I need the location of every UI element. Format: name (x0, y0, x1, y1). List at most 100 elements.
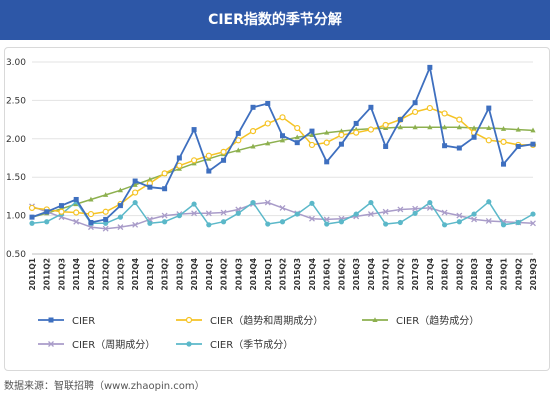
legend-label: CIER（趋势成分） (396, 314, 479, 327)
series-line (31, 107, 533, 215)
data-point (147, 176, 153, 182)
y-tick-label: 3.00 (6, 58, 26, 68)
data-point (220, 209, 227, 216)
data-point (191, 201, 197, 207)
y-tick-label: 1.50 (6, 173, 26, 183)
x-tick-label: 2012Q1 (87, 258, 96, 290)
data-point (324, 159, 330, 165)
series-0 (29, 64, 536, 226)
x-tick-label: 2016Q1 (323, 258, 332, 290)
data-point (264, 120, 271, 127)
data-point (486, 199, 492, 205)
data-point (456, 116, 463, 123)
data-point (353, 129, 360, 136)
legend-item: CIER（季节成分） (176, 339, 293, 351)
data-point (412, 210, 418, 216)
data-point (205, 152, 212, 159)
y-tick-label: 0.50 (6, 250, 26, 260)
data-point (191, 210, 198, 217)
data-point (250, 143, 256, 149)
data-point (367, 126, 375, 133)
x-tick-label: 2014Q4 (249, 258, 258, 290)
data-point (102, 208, 109, 215)
legend-label: CIER（周期成分） (72, 339, 155, 351)
data-point (117, 214, 124, 220)
data-point (456, 219, 462, 225)
data-point (147, 184, 153, 190)
x-tick-label: 2019Q3 (529, 258, 538, 290)
x-tick-label: 2015Q2 (279, 258, 288, 290)
data-point (441, 124, 448, 130)
data-point (530, 141, 536, 147)
data-point (132, 221, 139, 228)
data-point (471, 125, 477, 131)
data-point (87, 224, 94, 231)
data-point (220, 148, 227, 155)
data-point (87, 210, 95, 218)
x-tick-label: 2017Q2 (396, 258, 405, 290)
x-tick-label: 2012Q3 (116, 258, 125, 290)
data-point (249, 128, 257, 135)
x-tick-label: 2017Q3 (411, 258, 420, 290)
data-point (486, 125, 492, 131)
data-point (368, 199, 374, 206)
legend-item: CIER (38, 316, 95, 327)
data-point (235, 130, 241, 136)
data-point (265, 140, 271, 146)
data-point (102, 225, 109, 232)
x-tick-label: 2013Q3 (175, 258, 184, 290)
legend: CIER CIER（趋势和周期成分） CIER（趋势成分） CIER（周期成分） CIE… (38, 314, 479, 351)
data-point (250, 104, 256, 110)
data-point (235, 206, 242, 213)
x-tick-label: 2019Q2 (514, 258, 523, 290)
data-point (338, 131, 345, 139)
data-point (471, 216, 478, 223)
data-point (161, 170, 168, 177)
y-axis-ticks: 0.50 1.00 1.50 2.00 2.50 3.00 (6, 58, 26, 260)
data-point (264, 199, 271, 206)
data-point (190, 157, 198, 164)
data-point (500, 138, 507, 145)
x-tick-label: 2017Q4 (426, 258, 435, 290)
data-point (426, 104, 433, 112)
data-point (486, 105, 492, 111)
data-point (412, 108, 419, 116)
data-point (515, 126, 521, 132)
data-point (279, 204, 286, 211)
data-point (368, 104, 374, 110)
data-point (206, 168, 212, 174)
series-layer (28, 64, 537, 232)
data-point (294, 140, 300, 146)
data-point (220, 219, 227, 225)
data-point (103, 220, 109, 226)
data-point (530, 220, 536, 227)
x-tick-label: 2011Q1 (28, 258, 37, 290)
data-point (235, 137, 242, 144)
legend-item: CIER（周期成分） (38, 339, 155, 351)
data-point (29, 220, 35, 226)
page-title: CIER指数的季节分解 (208, 12, 342, 28)
x-axis-ticks: 2011Q1 2011Q2 2011Q3 2011Q4 2012Q1 2012Q2 2012… (28, 258, 538, 290)
data-point (530, 211, 536, 217)
data-point (456, 124, 462, 130)
x-tick-label: 2015Q4 (308, 258, 317, 290)
data-point (176, 155, 182, 161)
legend-marker (48, 341, 54, 347)
x-tick-label: 2015Q1 (264, 258, 273, 290)
x-tick-label: 2013Q1 (146, 258, 155, 290)
data-point (205, 210, 212, 217)
data-point (309, 128, 315, 134)
data-point (235, 210, 241, 216)
legend-marker (372, 317, 378, 322)
data-point (500, 222, 507, 228)
data-point (427, 124, 433, 130)
x-tick-label: 2018Q2 (455, 258, 464, 290)
data-source-note: 数据来源：智联招聘（www.zhaopin.com） (4, 381, 205, 392)
data-point (147, 220, 153, 226)
data-point (294, 211, 300, 217)
data-point (132, 182, 138, 187)
data-point (309, 215, 315, 222)
data-point (353, 120, 359, 126)
data-point (441, 209, 448, 216)
